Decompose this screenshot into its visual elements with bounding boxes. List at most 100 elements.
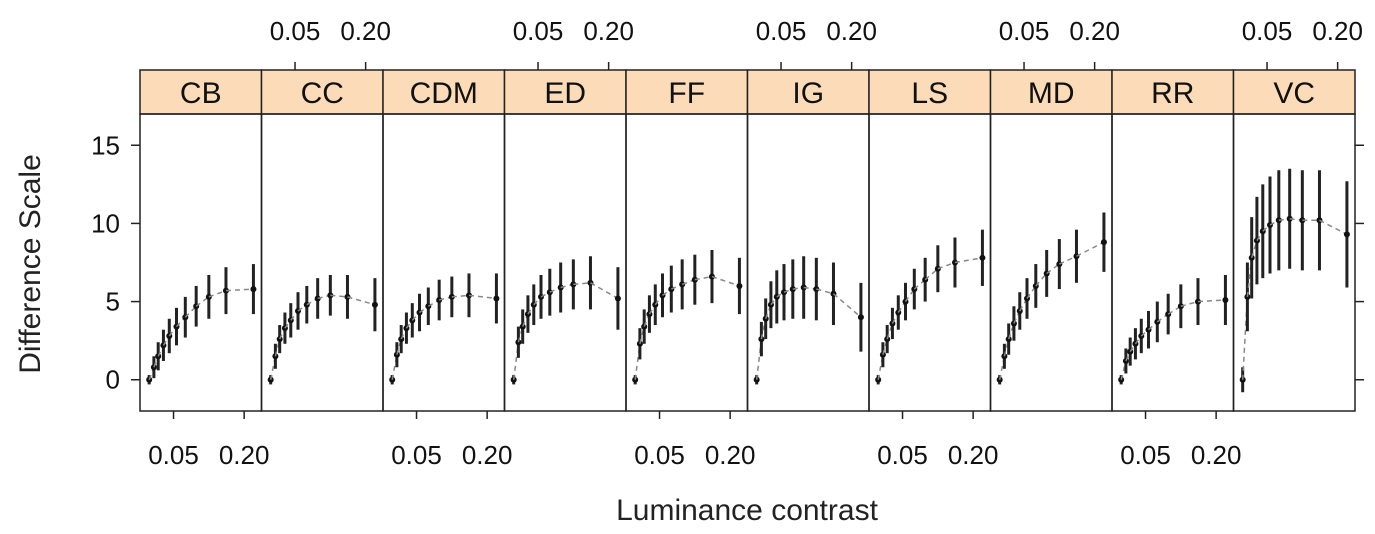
fit-segment — [419, 305, 429, 314]
panel-frame-ig — [746, 113, 870, 412]
x-tick-label: 0.20 — [948, 440, 999, 470]
fit-segment — [783, 288, 794, 293]
fit-segment — [1319, 219, 1348, 236]
x-tick-label: 0.05 — [1242, 16, 1293, 46]
x-tick-label: 0.05 — [1120, 440, 1171, 470]
fit-segment — [639, 326, 645, 344]
fit-segment — [760, 318, 767, 340]
x-tick-label: 0.20 — [219, 440, 270, 470]
data-point — [614, 295, 621, 302]
fit-segment — [1134, 335, 1142, 345]
fit-segment — [1262, 224, 1271, 232]
strip-label-cb: CB — [180, 77, 222, 110]
data-point — [1343, 231, 1350, 238]
fit-segment — [468, 294, 497, 300]
fit-segment — [208, 289, 227, 298]
fit-segment — [937, 261, 956, 270]
fit-segment — [776, 291, 785, 298]
fit-segment — [694, 275, 713, 281]
x-axis-title: Luminance contrast — [616, 494, 878, 527]
fit-segment — [405, 319, 413, 329]
fit-segment — [451, 294, 470, 298]
fit-segment — [954, 257, 983, 264]
fit-segment — [1269, 219, 1280, 226]
x-tick-label: 0.20 — [1069, 16, 1120, 46]
fit-segment — [1125, 351, 1131, 362]
x-tick-label: 0.20 — [1191, 440, 1242, 470]
strip-label-ig: IG — [792, 77, 824, 110]
panel-frame-ff — [625, 113, 749, 412]
panel-frame-ed — [503, 113, 627, 412]
fit-segment — [770, 296, 778, 306]
fit-segment — [662, 288, 672, 296]
x-tick-label: 0.20 — [826, 16, 877, 46]
strip-ff — [625, 69, 749, 115]
x-tick-label: 0.05 — [877, 440, 928, 470]
fit-segment — [1059, 255, 1077, 265]
data-point — [857, 314, 864, 321]
x-tick-label: 0.20 — [462, 440, 513, 470]
fit-segment — [1120, 360, 1127, 380]
fit-segment — [832, 293, 862, 318]
strip-ls — [868, 69, 992, 115]
fit-segment — [573, 282, 591, 286]
fit-segment — [711, 275, 740, 287]
x-tick-label: 0.05 — [270, 16, 321, 46]
panel-frame-cc — [260, 113, 384, 412]
panel-frame-rr — [1111, 113, 1235, 412]
y-tick-label: 10 — [91, 208, 120, 238]
x-tick-label: 0.05 — [756, 16, 807, 46]
data-point — [250, 286, 257, 293]
x-tick-label: 0.05 — [999, 16, 1050, 46]
x-tick-label: 0.05 — [391, 440, 442, 470]
data-point — [979, 254, 986, 261]
y-tick-label: 0 — [106, 365, 120, 395]
fit-segment — [590, 282, 619, 300]
data-point — [1100, 239, 1107, 246]
data-point — [736, 282, 743, 289]
x-tick-label: 0.20 — [340, 16, 391, 46]
fit-segment — [297, 304, 308, 312]
panel-frame-cdm — [382, 113, 506, 412]
fit-segment — [1140, 329, 1149, 337]
fit-segment — [1076, 241, 1105, 257]
data-point — [1222, 297, 1229, 304]
fit-segment — [1129, 343, 1137, 353]
y-axis-title: Difference Scale — [14, 154, 47, 374]
strip-label-md: MD — [1028, 77, 1075, 110]
strip-label-ff: FF — [668, 77, 705, 110]
strip-label-vc: VC — [1273, 77, 1315, 110]
strip-label-ed: ED — [544, 77, 586, 110]
panel-frame-vc — [1232, 113, 1356, 412]
x-tick-label: 0.20 — [583, 16, 634, 46]
fit-segment — [1246, 257, 1253, 297]
x-tick-label: 0.05 — [148, 440, 199, 470]
fit-segment — [347, 296, 376, 306]
fit-segment — [540, 291, 551, 298]
fit-segment — [816, 288, 834, 295]
fit-segment — [1250, 240, 1258, 259]
strip-label-cc: CC — [301, 77, 344, 110]
fit-segment — [1241, 296, 1249, 380]
fit-segment — [1197, 299, 1226, 303]
strip-label-ls: LS — [911, 77, 948, 110]
y-tick-label: 15 — [91, 130, 120, 160]
panel-frame-ls — [868, 113, 992, 412]
panel-frame-md — [989, 113, 1113, 412]
strip-label-rr: RR — [1151, 77, 1194, 110]
fit-segment — [274, 338, 281, 357]
y-tick-label: 5 — [106, 287, 120, 317]
x-tick-label: 0.20 — [1312, 16, 1363, 46]
data-point — [493, 295, 500, 302]
fit-segment — [330, 294, 348, 298]
strip-label-cdm: CDM — [410, 77, 478, 110]
fit-segment — [411, 312, 421, 321]
fit-segment — [1003, 338, 1010, 357]
x-tick-label: 0.05 — [634, 440, 685, 470]
data-point — [371, 301, 378, 308]
fit-segment — [755, 339, 763, 380]
x-tick-label: 0.20 — [705, 440, 756, 470]
fit-segment — [284, 319, 292, 329]
